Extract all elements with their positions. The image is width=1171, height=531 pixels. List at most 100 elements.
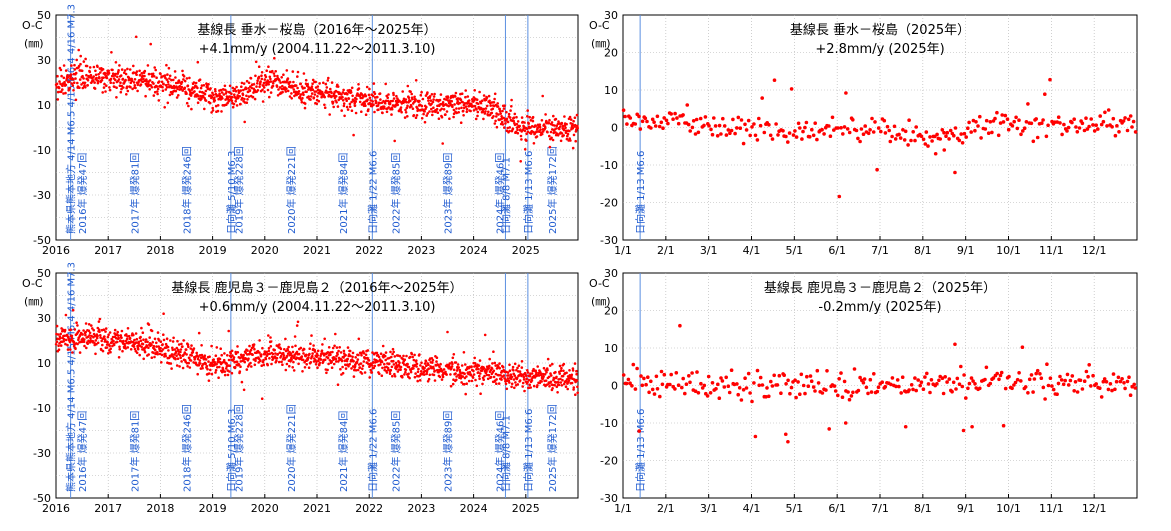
data-point xyxy=(464,392,468,396)
data-point xyxy=(376,104,380,107)
data-point xyxy=(743,376,747,381)
data-point xyxy=(639,374,643,378)
data-point xyxy=(93,341,96,345)
data-points xyxy=(54,35,579,163)
data-point xyxy=(96,334,99,338)
data-point xyxy=(112,343,116,347)
data-point xyxy=(316,354,320,357)
data-point xyxy=(179,87,183,91)
data-point xyxy=(637,429,641,433)
data-point xyxy=(313,350,317,353)
data-point xyxy=(329,87,332,91)
data-point xyxy=(999,370,1004,375)
data-point xyxy=(94,69,97,73)
data-point xyxy=(56,90,60,94)
data-point xyxy=(190,354,194,357)
data-point xyxy=(961,428,966,433)
data-point xyxy=(226,354,229,357)
data-point xyxy=(196,101,200,104)
data-point xyxy=(383,354,387,358)
data-point xyxy=(262,86,266,89)
data-point xyxy=(62,338,66,341)
data-point xyxy=(501,123,505,126)
data-point xyxy=(136,89,139,93)
data-point xyxy=(342,349,346,353)
data-point xyxy=(250,365,253,368)
data-point xyxy=(945,130,950,135)
data-point xyxy=(621,373,626,377)
data-point xyxy=(79,54,82,58)
data-point xyxy=(309,98,312,101)
data-point xyxy=(496,105,500,108)
data-point xyxy=(1110,388,1114,393)
data-point xyxy=(235,360,239,364)
data-point xyxy=(147,323,151,326)
y-tick-label: 0 xyxy=(611,380,618,393)
data-point xyxy=(768,133,773,138)
data-point xyxy=(372,103,375,106)
data-point xyxy=(75,321,78,325)
data-point xyxy=(81,333,84,336)
data-point xyxy=(702,123,706,128)
data-point xyxy=(92,75,95,78)
data-point xyxy=(482,117,485,121)
data-point xyxy=(391,352,394,356)
data-point xyxy=(245,101,249,104)
data-point xyxy=(800,137,804,141)
data-point xyxy=(346,108,350,111)
data-point xyxy=(441,375,445,379)
data-point xyxy=(473,89,477,92)
data-point xyxy=(940,128,945,132)
data-point xyxy=(136,347,140,351)
data-point xyxy=(129,348,133,351)
data-point xyxy=(540,132,544,136)
data-point xyxy=(80,83,83,86)
data-point xyxy=(64,338,68,342)
data-point xyxy=(286,89,290,93)
data-point xyxy=(273,74,276,78)
data-point xyxy=(120,87,123,91)
data-point xyxy=(526,109,529,112)
data-point xyxy=(565,380,568,383)
data-point xyxy=(674,371,679,375)
data-point xyxy=(55,324,59,328)
data-point xyxy=(856,136,860,141)
event-annotation: 2019年 爆発228回 xyxy=(233,404,246,492)
data-point xyxy=(432,95,436,98)
data-point xyxy=(1001,423,1006,428)
data-point xyxy=(429,99,433,102)
data-point xyxy=(752,381,756,385)
data-point xyxy=(255,82,259,85)
data-point xyxy=(546,130,549,134)
data-point xyxy=(213,96,216,99)
data-point xyxy=(916,378,920,382)
data-point xyxy=(1024,120,1029,124)
data-point xyxy=(556,391,559,394)
data-point xyxy=(431,358,435,362)
data-point xyxy=(650,387,655,392)
data-point xyxy=(166,345,170,349)
data-point xyxy=(296,86,299,90)
x-tick-label: 8/1 xyxy=(914,244,932,257)
data-point xyxy=(448,362,452,365)
data-point xyxy=(976,124,980,128)
data-point xyxy=(525,377,528,381)
data-point xyxy=(215,346,219,349)
data-point xyxy=(243,97,246,101)
data-point xyxy=(687,374,691,378)
data-point xyxy=(979,136,983,140)
data-point xyxy=(84,322,88,325)
data-point xyxy=(695,370,699,374)
data-point xyxy=(705,394,710,398)
data-point xyxy=(364,113,368,116)
data-point xyxy=(225,90,228,93)
data-point xyxy=(212,93,215,97)
data-point xyxy=(168,93,172,97)
data-point xyxy=(841,132,845,136)
data-point xyxy=(564,385,568,389)
y-tick-label: -30 xyxy=(33,189,51,202)
data-point xyxy=(268,75,272,79)
data-point xyxy=(333,344,336,348)
data-points xyxy=(621,77,1138,199)
data-point xyxy=(1066,383,1071,387)
